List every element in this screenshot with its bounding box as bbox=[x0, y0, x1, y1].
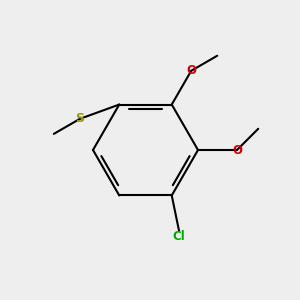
Text: O: O bbox=[232, 143, 242, 157]
Text: Cl: Cl bbox=[173, 230, 185, 243]
Text: O: O bbox=[186, 64, 196, 77]
Text: S: S bbox=[75, 112, 84, 125]
